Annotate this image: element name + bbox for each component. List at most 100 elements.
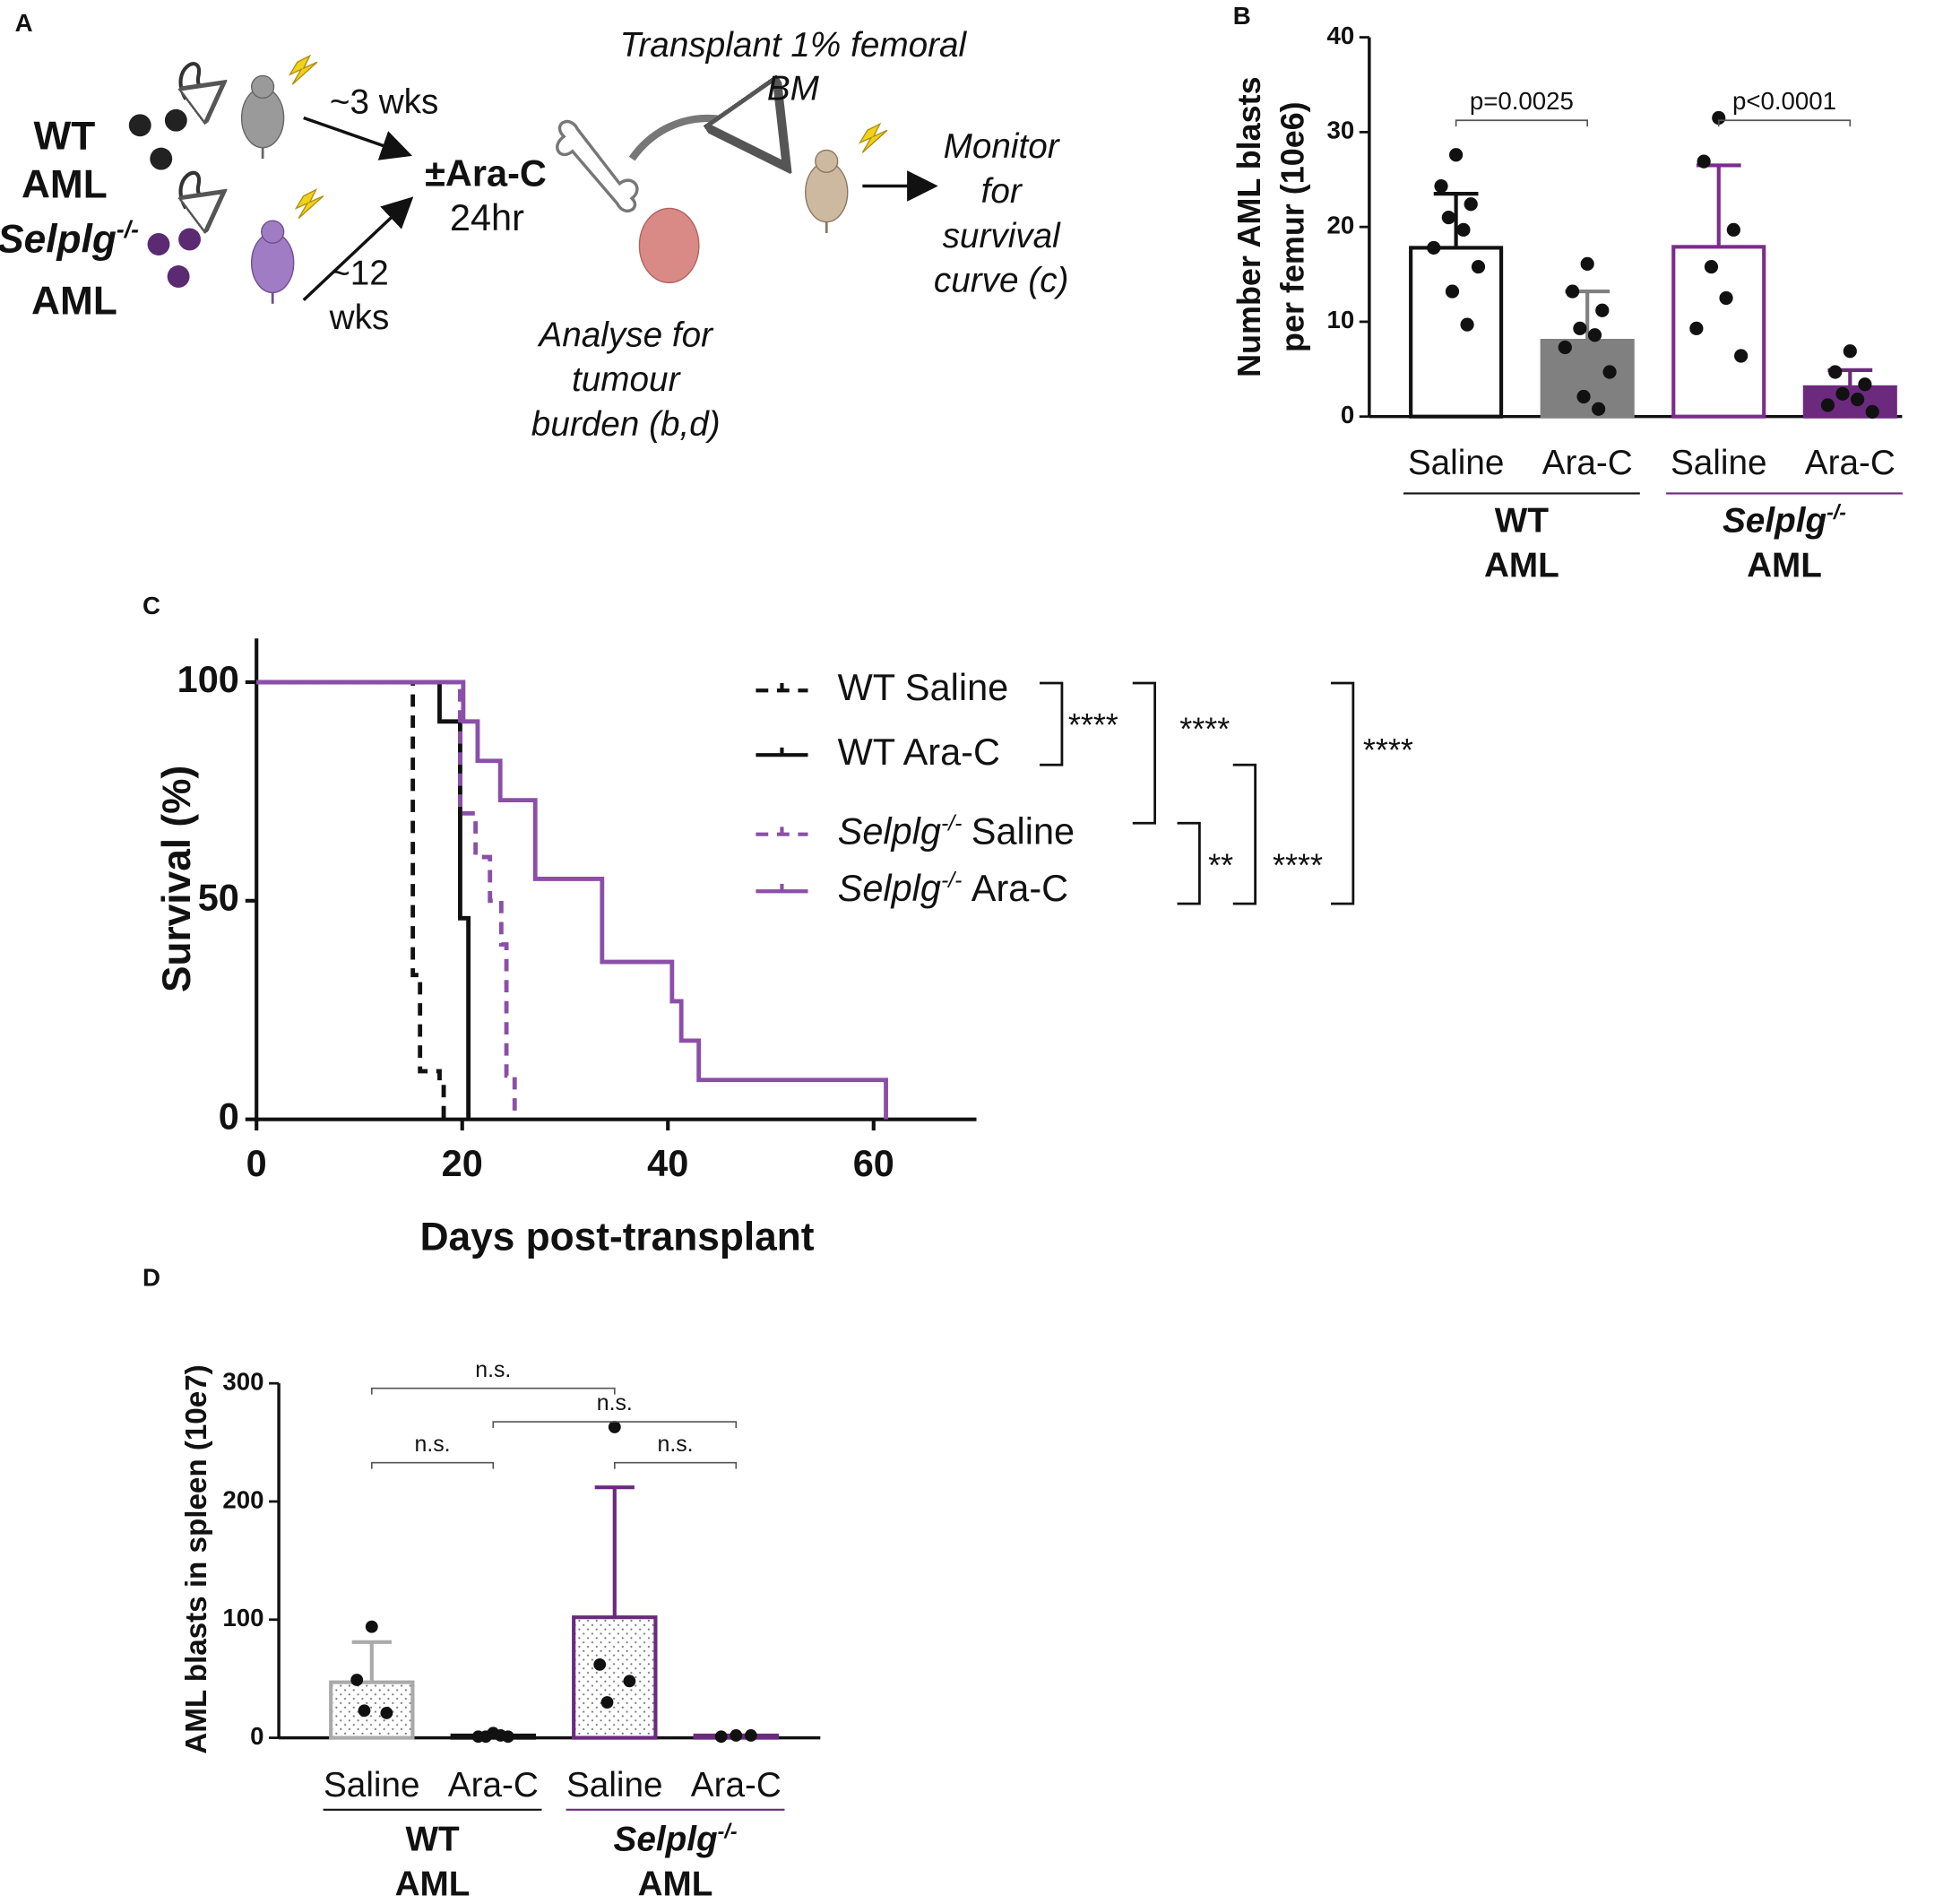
survival-curve <box>256 679 888 1120</box>
data-point <box>1573 321 1587 335</box>
y-tick-label: 50 <box>198 877 239 919</box>
significance-label: **** <box>1273 846 1323 883</box>
y-tick-label: 0 <box>250 1722 263 1750</box>
data-point <box>350 1674 364 1686</box>
significance-label: **** <box>1363 731 1413 768</box>
data-point <box>1460 317 1474 332</box>
data-point <box>1850 393 1865 407</box>
legend-swatch <box>756 682 808 693</box>
significance-label: n.s. <box>597 1390 633 1415</box>
cell <box>167 265 190 288</box>
data-point <box>1456 222 1471 237</box>
mouse <box>250 220 295 304</box>
data-point <box>1704 259 1719 274</box>
cell <box>150 147 173 170</box>
data-point <box>1719 290 1733 306</box>
data-point <box>1445 284 1460 299</box>
schematic-text: burden (b,d) <box>531 405 721 444</box>
irradiation <box>288 54 318 85</box>
panel-label: D <box>142 1263 160 1291</box>
data-point <box>1427 240 1441 255</box>
data-point <box>358 1704 371 1718</box>
legend-label-sup: -/- <box>941 868 962 893</box>
panel-label: C <box>142 592 160 619</box>
significance-bracket <box>1040 681 1064 766</box>
schematic-text-main: Selplg <box>0 217 117 261</box>
data-point <box>479 1730 492 1744</box>
schematic-text: ~3 wks <box>330 82 439 121</box>
x-tick-label: 60 <box>853 1142 894 1184</box>
schematic-text: wks <box>329 299 390 337</box>
y-tick-label: 0 <box>1341 401 1354 428</box>
data-point <box>1689 321 1704 335</box>
schematic-text: Analyse for <box>537 316 714 354</box>
legend-swatch <box>756 883 808 894</box>
y-tick-label: 0 <box>219 1095 239 1138</box>
x-tick-label: 0 <box>246 1142 267 1184</box>
survival-curve <box>256 679 446 1120</box>
data-point <box>1865 404 1879 420</box>
significance-bracket <box>1232 763 1257 905</box>
panel-label: A <box>15 9 33 37</box>
schematic-text: BM <box>767 69 820 108</box>
cell <box>164 108 187 132</box>
legend-label-main: WT Ara-C <box>838 731 1000 773</box>
data-point <box>1580 256 1594 272</box>
bone <box>556 119 639 213</box>
legend-swatch <box>756 747 808 757</box>
significance-bracket <box>1132 681 1157 825</box>
schematic-text: 24hr <box>450 196 524 238</box>
y-tick-label: 10 <box>1326 306 1354 333</box>
irradiation <box>294 188 324 219</box>
y-tick-label: 20 <box>1326 211 1354 238</box>
y-tick-label: 40 <box>1326 22 1354 49</box>
data-point <box>1843 344 1857 359</box>
significance-bracket <box>613 1461 738 1469</box>
group-label-sup: -/- <box>1826 500 1846 524</box>
group-label: AML <box>395 1865 471 1904</box>
legend-label: WT Ara-C <box>838 731 1000 773</box>
data-point <box>744 1729 757 1742</box>
data-point <box>1592 402 1606 416</box>
error-bar <box>1433 192 1479 248</box>
cell <box>178 228 201 251</box>
irradiation <box>858 122 888 153</box>
legend-label: Selplg-/- Saline <box>838 810 1075 852</box>
bar <box>1802 385 1897 419</box>
group-label: Selplg-/- <box>614 1819 738 1859</box>
schematic-text: curve (c) <box>934 262 1069 300</box>
bar <box>572 1615 658 1740</box>
inject-arrow <box>181 62 219 100</box>
data-point <box>608 1421 621 1433</box>
legend-label-main: Selplg <box>838 867 941 909</box>
legend-label-sup: -/- <box>941 810 962 835</box>
group-label: AML <box>638 1865 713 1904</box>
significance-label: **** <box>1179 710 1230 747</box>
y-tick-label: 30 <box>1326 117 1354 144</box>
x-tick-label: 40 <box>647 1142 688 1184</box>
data-point <box>730 1729 743 1742</box>
cell <box>147 233 170 255</box>
data-point <box>1576 389 1591 404</box>
schematic-text: survival <box>943 217 1062 255</box>
significance-label: n.s. <box>414 1432 450 1457</box>
data-point <box>1820 398 1835 412</box>
x-tick-label: Ara-C <box>691 1766 782 1804</box>
significance-bracket <box>370 1461 495 1469</box>
data-point <box>1697 154 1711 169</box>
schematic-text: AML <box>22 163 108 207</box>
data-point <box>714 1730 728 1744</box>
x-tick-label: Ara-C <box>448 1766 539 1804</box>
data-point <box>593 1657 607 1671</box>
x-tick-label: Saline <box>1408 444 1505 482</box>
significance-label: ** <box>1208 846 1233 883</box>
data-point <box>600 1696 614 1709</box>
significance-bracket <box>1330 681 1355 905</box>
significance-bracket <box>492 1421 738 1428</box>
legend-label: Selplg-/- Ara-C <box>838 867 1068 909</box>
significance-bracket <box>1177 821 1201 905</box>
group-label-main: Selplg <box>614 1821 718 1859</box>
data-point <box>1464 197 1478 212</box>
y-tick-label: 200 <box>222 1485 263 1513</box>
schematic-text: WT <box>34 115 96 159</box>
